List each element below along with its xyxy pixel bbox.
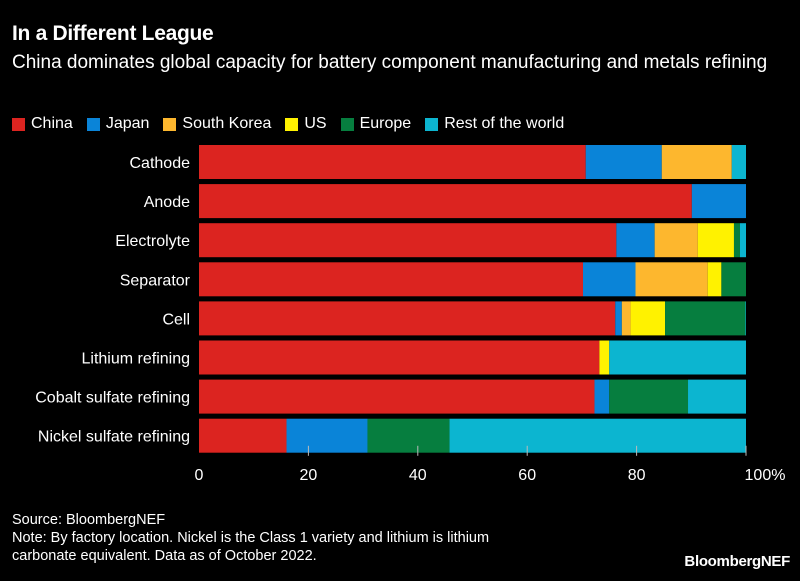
bar-segment — [582, 262, 636, 297]
bar-segment — [721, 262, 746, 297]
category-label: Separator — [120, 272, 191, 289]
bloombergnef-logo: BloombergNEF — [684, 553, 790, 570]
category-label: Cathode — [130, 155, 191, 172]
category-label: Electrolyte — [115, 233, 190, 250]
legend-swatch — [340, 117, 354, 131]
legend-label: Rest of the world — [444, 115, 565, 132]
bar-segment — [199, 379, 595, 414]
x-tick-label: 80 — [628, 467, 646, 484]
legend-item: China — [12, 115, 73, 133]
legend-swatch — [86, 117, 100, 131]
note: Note: By factory location. Nickel is the… — [12, 530, 490, 564]
legend-item: Europe — [340, 115, 412, 133]
chart-title: In a Different League — [12, 22, 214, 45]
legend-label: Europe — [359, 115, 412, 132]
source-note: Source: BloombergNEF Note: By factory lo… — [12, 511, 552, 565]
bar-segment — [599, 340, 610, 375]
bar-segment — [199, 340, 600, 375]
category-label: Lithium refining — [82, 351, 191, 368]
category-label: Nickel sulfate refining — [38, 429, 190, 446]
bar-segment — [745, 301, 746, 336]
bar-segment — [609, 379, 689, 414]
bar-segment — [635, 262, 708, 297]
category-label: Cobalt sulfate refining — [35, 390, 190, 407]
x-tick-label: 60 — [518, 467, 536, 484]
bar-segment — [585, 145, 662, 179]
bar-segment — [697, 223, 734, 258]
bar-segment — [615, 301, 622, 336]
bar-segment — [739, 223, 746, 258]
x-tick-label: 40 — [409, 467, 427, 484]
x-tick-label: 100% — [745, 467, 786, 484]
legend-swatch — [285, 117, 299, 131]
category-label: Cell — [162, 311, 190, 328]
bar-segment — [691, 184, 746, 219]
legend-swatch — [12, 117, 25, 131]
x-tick-label: 0 — [195, 467, 204, 484]
bar-segment — [199, 418, 287, 453]
bar-segment — [661, 145, 732, 179]
bar-segment — [707, 262, 722, 297]
legend-swatch — [163, 117, 177, 131]
bar-segment — [621, 301, 631, 336]
bar-segment — [630, 301, 666, 336]
bar-segment — [449, 418, 746, 453]
bar-segment — [286, 418, 368, 453]
bar-segment — [733, 223, 740, 258]
legend-label: South Korea — [182, 115, 272, 132]
bar-segment — [199, 184, 692, 219]
bar-segment — [665, 301, 746, 336]
legend-label: Japan — [105, 115, 150, 132]
legend: China Japan South Korea US Europe Rest of the… — [12, 115, 564, 133]
legend-item: Japan — [86, 115, 150, 133]
bar-segment — [688, 379, 746, 414]
category-label: Anode — [144, 194, 190, 211]
bar-segment — [199, 145, 586, 179]
bar-segment — [199, 301, 616, 336]
legend-swatch — [425, 117, 439, 131]
bar-segment — [654, 223, 698, 258]
legend-label: China — [31, 115, 73, 132]
bar-segment — [199, 262, 583, 297]
bar-segment — [731, 145, 746, 179]
bar-segment — [367, 418, 450, 453]
bar-segment — [609, 340, 746, 375]
legend-item: US — [285, 115, 327, 133]
legend-item: South Korea — [163, 115, 271, 133]
source: Source: BloombergNEF — [12, 512, 166, 528]
x-tick-label: 20 — [300, 467, 318, 484]
bar-segment — [199, 223, 617, 258]
legend-item: Rest of the world — [425, 115, 564, 133]
chart-subtitle: China dominates global capacity for batt… — [12, 52, 768, 73]
bar-segment — [616, 223, 655, 258]
legend-label: US — [304, 115, 327, 132]
bar-segment — [594, 379, 610, 414]
